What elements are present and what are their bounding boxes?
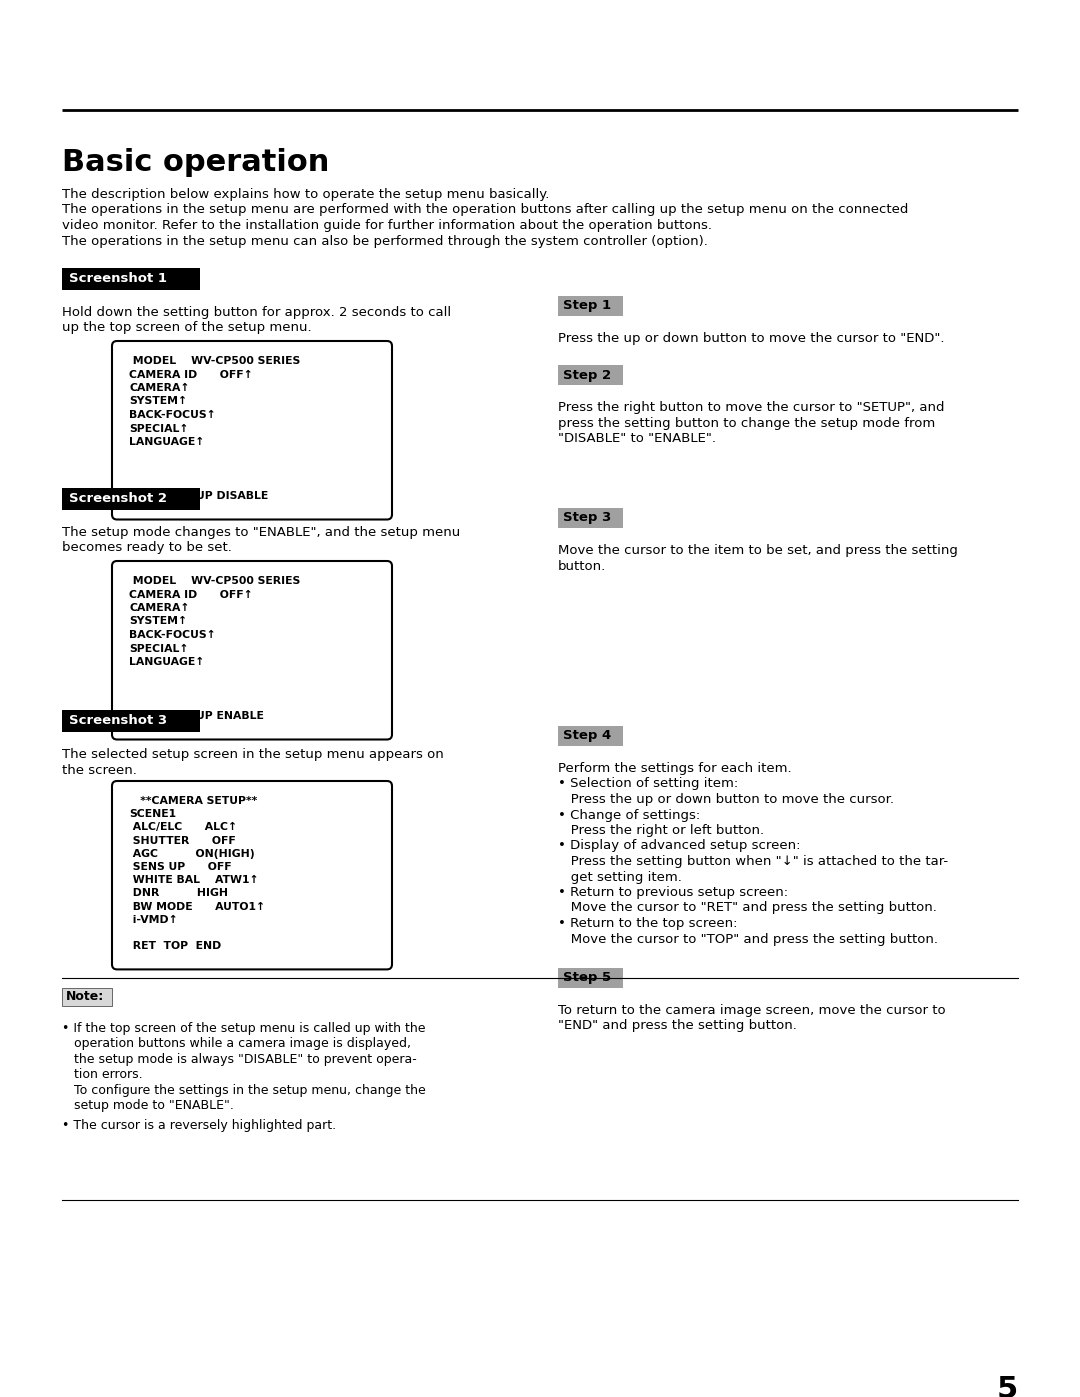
Text: LANGUAGE↑: LANGUAGE↑ [129,437,204,447]
Text: i-VMD↑: i-VMD↑ [129,915,178,925]
Text: MODEL    WV-CP500 SERIES: MODEL WV-CP500 SERIES [129,576,300,585]
Text: Press the right button to move the cursor to "SETUP", and: Press the right button to move the curso… [558,401,945,414]
Text: press the setting button to change the setup mode from: press the setting button to change the s… [558,416,935,429]
Text: operation buttons while a camera image is displayed,: operation buttons while a camera image i… [62,1038,411,1051]
Text: SHUTTER      OFF: SHUTTER OFF [129,835,235,845]
Text: Hold down the setting button for approx. 2 seconds to call: Hold down the setting button for approx.… [62,306,451,319]
Text: LANGUAGE↑: LANGUAGE↑ [129,657,204,666]
Text: • Selection of setting item:: • Selection of setting item: [558,778,739,791]
FancyBboxPatch shape [62,268,200,291]
Text: The operations in the setup menu are performed with the operation buttons after : The operations in the setup menu are per… [62,204,908,217]
FancyBboxPatch shape [558,968,623,988]
Text: BACK-FOCUS↑: BACK-FOCUS↑ [129,630,216,640]
Text: button.: button. [558,560,606,573]
Text: Move the cursor to "TOP" and press the setting button.: Move the cursor to "TOP" and press the s… [558,933,939,946]
Text: Press the setting button when "↓" is attached to the tar-: Press the setting button when "↓" is att… [558,855,948,868]
Text: Press the up or down button to move the cursor.: Press the up or down button to move the … [558,793,894,806]
Text: the setup mode is always "DISABLE" to prevent opera-: the setup mode is always "DISABLE" to pr… [62,1053,417,1066]
Text: • Change of settings:: • Change of settings: [558,809,700,821]
Text: To configure the settings in the setup menu, change the: To configure the settings in the setup m… [62,1084,426,1097]
Text: BW MODE      AUTO1↑: BW MODE AUTO1↑ [129,901,265,912]
Text: Screenshot 2: Screenshot 2 [69,493,167,506]
Text: setup mode to "ENABLE".: setup mode to "ENABLE". [62,1099,234,1112]
Text: WHITE BAL    ATW1↑: WHITE BAL ATW1↑ [129,875,258,886]
Text: Step 3: Step 3 [563,511,611,524]
Text: SYSTEM↑: SYSTEM↑ [129,397,187,407]
Text: "END" and press the setting button.: "END" and press the setting button. [558,1020,797,1032]
FancyBboxPatch shape [112,341,392,520]
FancyBboxPatch shape [558,726,623,746]
FancyBboxPatch shape [62,988,112,1006]
Text: Move the cursor to "RET" and press the setting button.: Move the cursor to "RET" and press the s… [558,901,936,915]
Text: CAMERA ID      OFF↑: CAMERA ID OFF↑ [129,369,253,380]
Text: The setup mode changes to "ENABLE", and the setup menu: The setup mode changes to "ENABLE", and … [62,527,460,539]
Text: Step 4: Step 4 [563,729,611,742]
Text: 5: 5 [997,1375,1018,1397]
FancyBboxPatch shape [62,710,200,732]
Text: CAMERA ID      OFF↑: CAMERA ID OFF↑ [129,590,253,599]
Text: SYSTEM↑: SYSTEM↑ [129,616,187,626]
Text: Press the right or left button.: Press the right or left button. [558,824,765,837]
FancyBboxPatch shape [112,781,392,970]
Text: becomes ready to be set.: becomes ready to be set. [62,542,232,555]
Text: • If the top screen of the setup menu is called up with the: • If the top screen of the setup menu is… [62,1023,426,1035]
Text: **CAMERA SETUP**: **CAMERA SETUP** [129,796,257,806]
Text: AGC          ON(HIGH): AGC ON(HIGH) [129,849,255,859]
FancyBboxPatch shape [112,562,392,739]
Text: The selected setup screen in the setup menu appears on: The selected setup screen in the setup m… [62,747,444,761]
Text: END    SETUP ENABLE: END SETUP ENABLE [129,711,264,721]
Text: MODEL    WV-CP500 SERIES: MODEL WV-CP500 SERIES [129,356,300,366]
Text: SCENE1: SCENE1 [129,809,176,819]
Text: To return to the camera image screen, move the cursor to: To return to the camera image screen, mo… [558,1004,946,1017]
Text: CAMERA↑: CAMERA↑ [129,604,189,613]
FancyBboxPatch shape [558,509,623,528]
Text: • Display of advanced setup screen:: • Display of advanced setup screen: [558,840,800,852]
Text: The description below explains how to operate the setup menu basically.: The description below explains how to op… [62,189,550,201]
Text: RET  TOP  END: RET TOP END [129,942,221,951]
Text: The operations in the setup menu can also be performed through the system contro: The operations in the setup menu can als… [62,235,707,247]
Text: Note:: Note: [66,990,105,1003]
Text: the screen.: the screen. [62,764,137,777]
Text: SPECIAL↑: SPECIAL↑ [129,423,189,433]
Text: BACK-FOCUS↑: BACK-FOCUS↑ [129,409,216,420]
Text: Perform the settings for each item.: Perform the settings for each item. [558,761,792,775]
Text: SPECIAL↑: SPECIAL↑ [129,644,189,654]
Text: get setting item.: get setting item. [558,870,681,883]
FancyBboxPatch shape [62,488,200,510]
Text: Screenshot 3: Screenshot 3 [69,714,167,728]
Text: Press the up or down button to move the cursor to "END".: Press the up or down button to move the … [558,332,945,345]
Text: • Return to the top screen:: • Return to the top screen: [558,916,738,930]
Text: tion errors.: tion errors. [62,1069,143,1081]
FancyBboxPatch shape [558,365,623,386]
Text: • Return to previous setup screen:: • Return to previous setup screen: [558,886,788,900]
Text: Step 1: Step 1 [563,299,611,313]
Text: "DISABLE" to "ENABLE".: "DISABLE" to "ENABLE". [558,432,716,446]
FancyBboxPatch shape [558,296,623,316]
Text: ALC/ELC      ALC↑: ALC/ELC ALC↑ [129,823,238,833]
Text: • The cursor is a reversely highlighted part.: • The cursor is a reversely highlighted … [62,1119,336,1132]
Text: SENS UP      OFF: SENS UP OFF [129,862,231,872]
Text: Step 5: Step 5 [563,971,611,985]
Text: video monitor. Refer to the installation guide for further information about the: video monitor. Refer to the installation… [62,219,712,232]
Text: CAMERA↑: CAMERA↑ [129,383,189,393]
Text: Screenshot 1: Screenshot 1 [69,272,167,285]
Text: Move the cursor to the item to be set, and press the setting: Move the cursor to the item to be set, a… [558,543,958,557]
Text: END    SETUP DISABLE: END SETUP DISABLE [129,490,268,502]
Text: up the top screen of the setup menu.: up the top screen of the setup menu. [62,321,312,334]
Text: DNR          HIGH: DNR HIGH [129,888,228,898]
Text: Basic operation: Basic operation [62,148,329,177]
Text: Step 2: Step 2 [563,369,611,381]
